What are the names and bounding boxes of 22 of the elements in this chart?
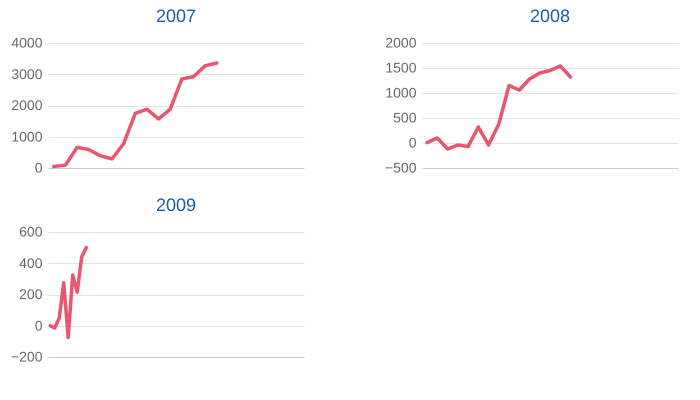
y-tick-label: 1500 <box>385 60 417 76</box>
y-tick-label: 400 <box>19 254 43 271</box>
line-series <box>425 64 572 151</box>
y-tick-label: 3000 <box>11 66 43 82</box>
chart-title: 2007 <box>156 6 196 26</box>
y-tick-label: 4000 <box>11 34 43 50</box>
y-tick-label: −500 <box>384 160 417 176</box>
y-tick-label: 2000 <box>11 97 43 113</box>
y-tick-label: 200 <box>19 286 43 302</box>
y-tick-label: 0 <box>408 134 417 150</box>
y-tick-label: 600 <box>19 224 43 240</box>
chart-title: 2009 <box>156 195 196 215</box>
y-tick-label: 1000 <box>11 128 43 144</box>
y-tick-label: −200 <box>10 348 43 364</box>
y-tick-label: 500 <box>393 110 417 126</box>
y-tick-label: 0 <box>34 317 43 334</box>
y-tick-label: 0 <box>34 160 43 176</box>
line-series <box>48 246 88 340</box>
chart-title: 2008 <box>530 6 570 26</box>
line-series <box>52 61 218 168</box>
y-tick-label: 2000 <box>385 34 417 50</box>
y-tick-label: 1000 <box>385 84 417 100</box>
